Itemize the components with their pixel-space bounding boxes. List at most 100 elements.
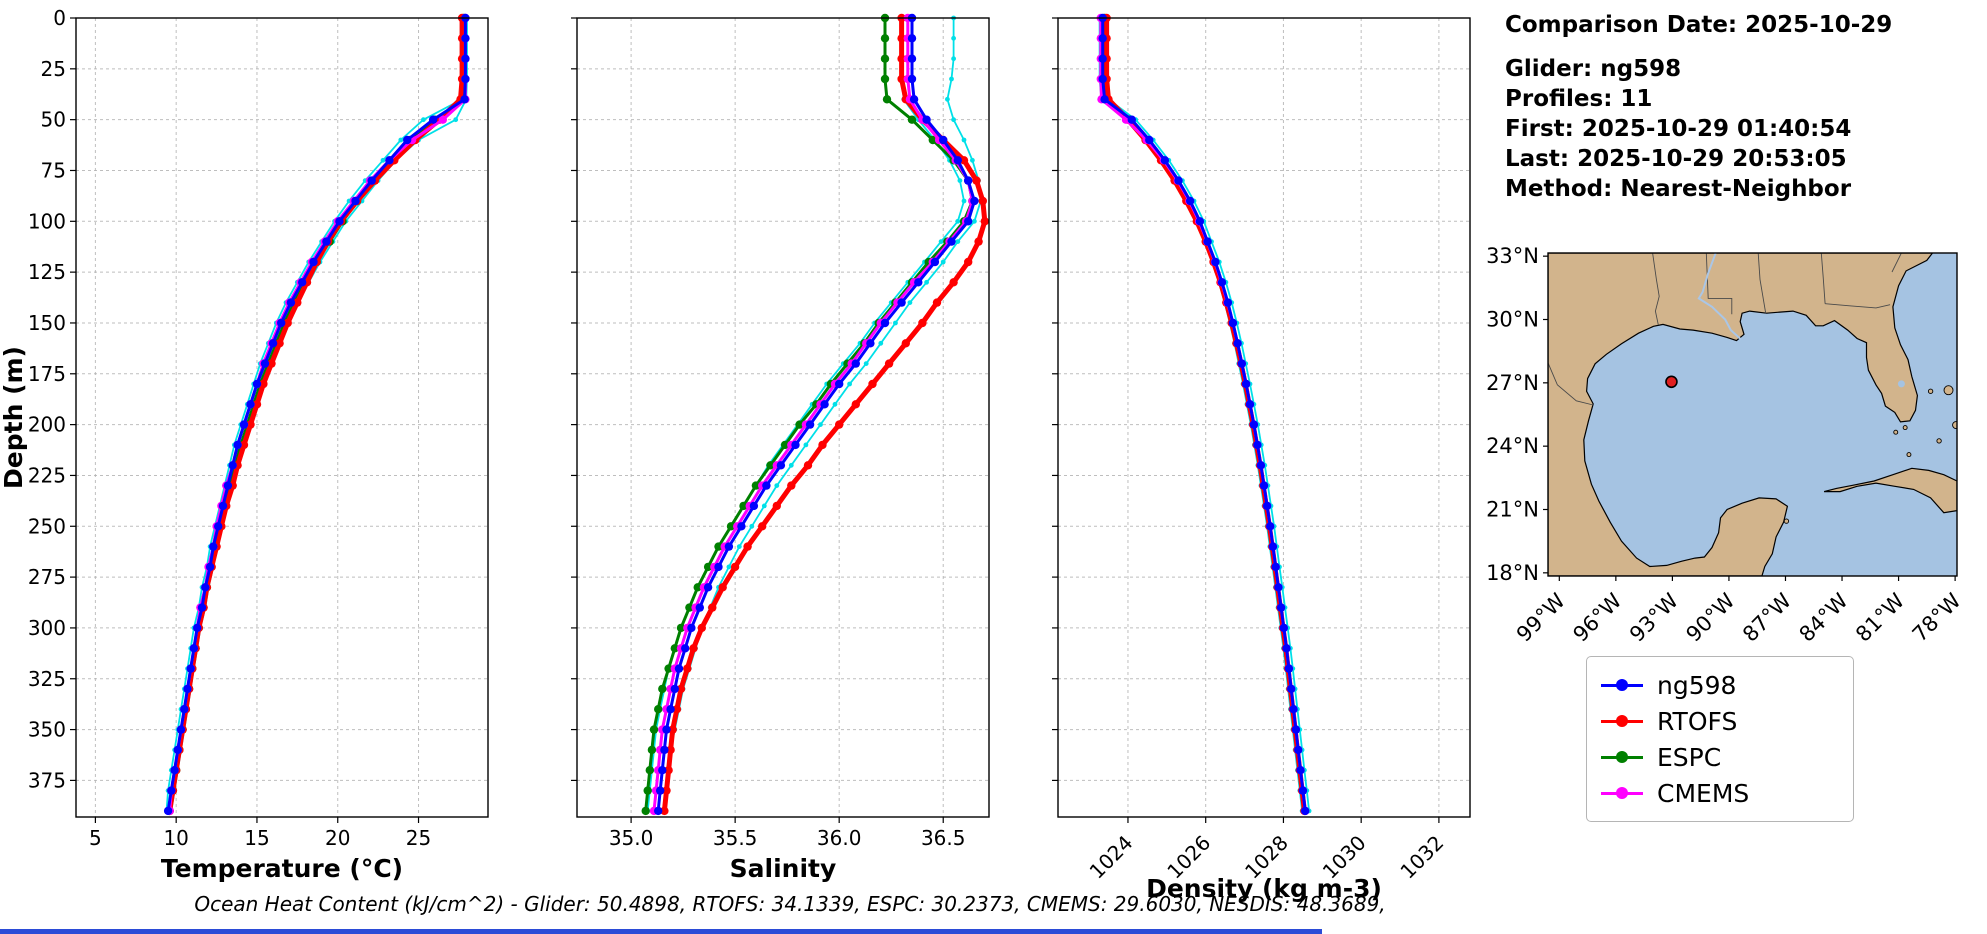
depth-axis-label: Depth (m) (0, 346, 28, 489)
svg-text:275: 275 (28, 565, 66, 589)
temperature-chart: 5 10 15 20 250255075100125150175200225250275… (0, 6, 489, 883)
svg-text:99°W: 99°W (1512, 588, 1570, 646)
svg-text:78°W: 78°W (1908, 588, 1966, 646)
salinity-CMEMS-line (652, 18, 974, 812)
salinity-RTOFS-line (661, 18, 988, 812)
svg-text:75: 75 (41, 158, 66, 182)
comparison-date: Comparison Date: 2025-10-29 (1505, 12, 1893, 38)
landmass (1823, 467, 1957, 514)
interpolation-method: Method: Nearest-Neighbor (1505, 176, 1852, 202)
landmass (1548, 253, 1934, 576)
salinity-axis-label: Salinity (730, 854, 837, 883)
svg-text:24°N: 24°N (1486, 434, 1539, 458)
svg-text:20: 20 (325, 826, 350, 850)
river (1697, 253, 1742, 341)
svg-text:18°N: 18°N (1486, 561, 1539, 585)
island (1906, 452, 1912, 458)
svg-text:36.0: 36.0 (817, 826, 862, 850)
legend-item-espc: ESPC (1601, 739, 1839, 775)
salinity-ng598-line (656, 18, 976, 812)
density-glider-profile-b-line (1105, 18, 1310, 812)
glider-name: Glider: ng598 (1505, 56, 1682, 82)
espc-line-swatch (1601, 751, 1643, 763)
svg-text:350: 350 (28, 718, 66, 742)
island (1936, 438, 1942, 444)
island (1943, 385, 1954, 396)
temperature-glider-profile-a-line (165, 18, 464, 811)
first-profile-time: First: 2025-10-29 01:40:54 (1505, 116, 1852, 142)
island (1893, 429, 1899, 435)
svg-text:0: 0 (53, 6, 66, 30)
svg-text:93°W: 93°W (1625, 588, 1683, 646)
svg-text:5: 5 (89, 826, 102, 850)
info-gap (1505, 40, 1892, 54)
island (1902, 425, 1908, 431)
svg-text:35.5: 35.5 (713, 826, 758, 850)
legend-label: ESPC (1657, 742, 1722, 772)
gulf-of-mexico-map: 99°W96°W93°W90°W87°W84°W81°W78°W 18°N 21°N… (1486, 244, 1966, 646)
rtofs-line-swatch (1601, 715, 1643, 727)
svg-text:100: 100 (28, 209, 66, 233)
svg-text:250: 250 (28, 514, 66, 538)
svg-text:225: 225 (28, 463, 66, 487)
density-ng598-line (1101, 18, 1307, 812)
svg-text:15: 15 (244, 826, 269, 850)
svg-text:325: 325 (28, 667, 66, 691)
svg-text:35.0: 35.0 (609, 826, 654, 850)
svg-text:200: 200 (28, 413, 66, 437)
legend-label: ng598 (1657, 670, 1737, 700)
svg-text:150: 150 (28, 311, 66, 335)
legend-label: RTOFS (1657, 706, 1738, 736)
svg-text:10: 10 (163, 826, 188, 850)
last-profile-time: Last: 2025-10-29 20:53:05 (1505, 146, 1847, 172)
ng598-line-swatch (1601, 679, 1643, 691)
svg-text:30°N: 30°N (1486, 308, 1539, 332)
island (1927, 388, 1934, 394)
svg-text:125: 125 (28, 260, 66, 284)
state-border (1820, 253, 1826, 304)
temperature-RTOFS-line (167, 18, 465, 812)
legend-item-ng598: ng598 (1601, 667, 1839, 703)
island (1952, 421, 1957, 430)
svg-text:90°W: 90°W (1681, 588, 1739, 646)
state-border (1652, 253, 1660, 325)
svg-text:96°W: 96°W (1568, 588, 1626, 646)
temperature-axis-label: Temperature (°C) (161, 854, 403, 883)
svg-text:25: 25 (406, 826, 431, 850)
svg-text:1024: 1024 (1085, 831, 1138, 884)
legend: ng598 RTOFS ESPC CMEMS (1586, 656, 1854, 822)
state-border (1825, 303, 1891, 309)
svg-text:81°W: 81°W (1851, 588, 1909, 646)
legend-item-rtofs: RTOFS (1601, 703, 1839, 739)
info-panel: Comparison Date: 2025-10-29 Glider: ng59… (1505, 10, 1892, 204)
svg-text:27°N: 27°N (1486, 371, 1539, 395)
state-border (1757, 253, 1767, 314)
svg-text:1032: 1032 (1395, 831, 1448, 884)
state-border (1891, 253, 1902, 273)
legend-item-cmems: CMEMS (1601, 775, 1839, 811)
glider-location-marker (1665, 375, 1678, 389)
profiles-count: Profiles: 11 (1505, 86, 1653, 112)
bottom-blue-strip (0, 929, 1322, 934)
state-border (1548, 362, 1594, 406)
svg-text:25: 25 (41, 57, 66, 81)
density-axis-label: Density (kg m-3) (1146, 874, 1382, 903)
svg-text:33°N: 33°N (1486, 244, 1539, 268)
svg-text:36.5: 36.5 (921, 826, 966, 850)
legend-label: CMEMS (1657, 778, 1750, 808)
salinity-chart: 35.0 35.5 36.0 36.5 Salinity (571, 13, 990, 883)
cmems-line-swatch (1601, 787, 1643, 799)
lake (1897, 380, 1905, 388)
ocean-heat-content-note: Ocean Heat Content (kJ/cm^2) - Glider: 5… (194, 892, 1386, 916)
svg-text:375: 375 (28, 768, 66, 792)
svg-text:21°N: 21°N (1486, 498, 1539, 522)
svg-text:87°W: 87°W (1738, 588, 1796, 646)
temperature-ng598-line (166, 18, 467, 812)
svg-text:84°W: 84°W (1795, 588, 1853, 646)
island (1783, 518, 1790, 524)
svg-text:300: 300 (28, 616, 66, 640)
svg-text:175: 175 (28, 362, 66, 386)
